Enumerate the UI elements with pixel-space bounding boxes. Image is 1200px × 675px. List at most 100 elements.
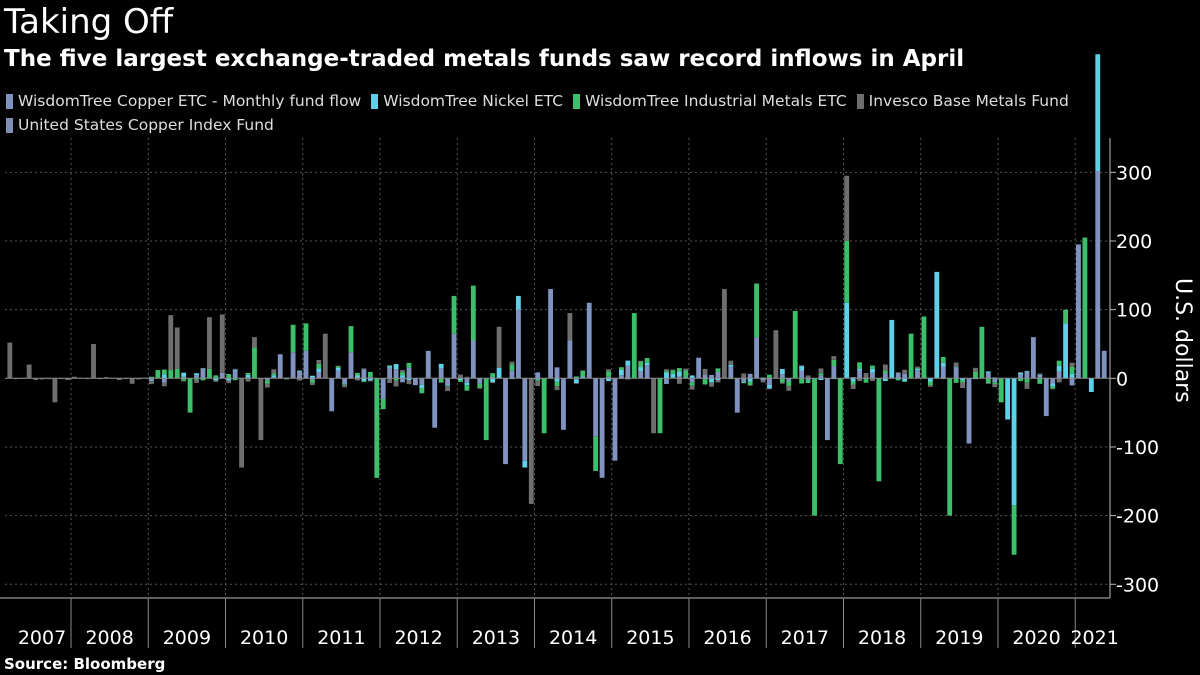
bar-nickel [490, 378, 496, 383]
bar-industrial [921, 316, 927, 379]
bar-copper [387, 367, 393, 379]
bar-copper [393, 369, 399, 379]
bar-industrial [676, 368, 682, 372]
bar-invesco [902, 369, 908, 374]
bar-industrial [960, 379, 966, 383]
bar-invesco [406, 380, 412, 385]
bar-invesco [882, 364, 888, 371]
bar-nickel [767, 384, 772, 389]
bar-industrial [799, 378, 805, 384]
bar-copper [161, 378, 167, 383]
bar-nickel [393, 364, 399, 370]
bar-industrial [535, 379, 541, 381]
bar-nickel [1011, 378, 1017, 506]
bar-industrial [509, 364, 515, 371]
bar-invesco [181, 380, 187, 382]
bar-copper [149, 378, 154, 382]
bar-nickel [985, 371, 991, 373]
bar-copper [586, 302, 592, 379]
bar-industrial [786, 381, 792, 387]
x-tick-label: 2010 [240, 627, 288, 649]
bar-copper [380, 378, 386, 399]
bar-invesco [760, 380, 766, 383]
bar-invesco [580, 370, 586, 372]
bar-industrial [168, 370, 174, 379]
bar-copper [870, 372, 875, 379]
bar-nickel [554, 378, 560, 382]
bar-invesco [625, 378, 631, 380]
bar-invesco [232, 368, 238, 370]
bar-industrial [850, 381, 856, 385]
bar-invesco [992, 384, 998, 388]
bar-invesco [355, 378, 360, 381]
bar-invesco [194, 379, 199, 383]
bar-copper [824, 378, 830, 441]
bar-nickel [406, 378, 412, 381]
y-tick-label: 100 [1116, 300, 1152, 322]
bar-industrial [348, 326, 354, 353]
bar-industrial [1011, 505, 1017, 555]
bar-copper [342, 378, 348, 384]
bar-copper [625, 365, 631, 379]
bar-nickel [1037, 374, 1043, 376]
bar-copper [689, 378, 695, 383]
bar-industrial [387, 365, 393, 367]
bar-industrial [979, 326, 985, 379]
bar-invesco [683, 368, 689, 371]
bar-industrial [406, 362, 412, 368]
bar-industrial [245, 372, 251, 375]
bar-copper [638, 371, 644, 379]
y-tick-label: 300 [1116, 162, 1152, 184]
bar-industrial [606, 371, 611, 377]
bar-nickel [213, 378, 219, 381]
bar-copper [509, 370, 515, 379]
bar-industrial [915, 367, 920, 369]
bar-invesco [39, 378, 45, 380]
bar-invesco [953, 362, 959, 368]
bar-invesco [606, 369, 611, 372]
y-tick-label: -100 [1116, 437, 1159, 459]
bar-copper [895, 372, 901, 379]
bar-industrial [361, 381, 367, 383]
bar-industrial [863, 379, 869, 383]
y-tick-label: -200 [1116, 506, 1159, 528]
bar-copper [361, 369, 367, 379]
bar-industrial [618, 367, 624, 371]
bar-nickel [1063, 323, 1069, 379]
bar-copper [290, 352, 296, 379]
bar-nickel [316, 368, 322, 373]
bar-industrial [303, 323, 309, 351]
bar-invesco [239, 378, 245, 468]
bar-nickel [625, 360, 631, 366]
bar-nickel [747, 378, 753, 382]
bar-invesco [219, 314, 225, 373]
bar-invesco [831, 356, 837, 360]
bar-invesco [264, 383, 270, 388]
bar-industrial [451, 295, 457, 334]
bar-copper [831, 365, 837, 379]
bar-industrial [232, 378, 238, 381]
bar-nickel [606, 378, 611, 382]
bar-copper [728, 366, 734, 379]
bar-invesco [52, 378, 58, 403]
x-tick-label: 2014 [549, 627, 597, 649]
bar-nickel [1024, 370, 1030, 372]
bar-invesco [91, 343, 96, 379]
bar-invesco [509, 361, 515, 365]
bar-invesco [71, 376, 77, 379]
bar-copper [779, 374, 785, 379]
bar-copper [709, 374, 714, 379]
bar-copper [1069, 378, 1075, 386]
bar-invesco [284, 378, 290, 380]
bar-industrial [155, 370, 161, 379]
bar-industrial [670, 369, 676, 374]
legend-item: Invesco Base Metals Fund [856, 91, 1069, 112]
bar-invesco [670, 369, 676, 371]
bar-industrial [355, 372, 360, 376]
bar-invesco [818, 368, 824, 374]
bar-invesco [786, 386, 792, 391]
bar-nickel [960, 378, 966, 380]
bar-nickel [940, 362, 946, 367]
x-tick-label: 2017 [781, 627, 829, 649]
